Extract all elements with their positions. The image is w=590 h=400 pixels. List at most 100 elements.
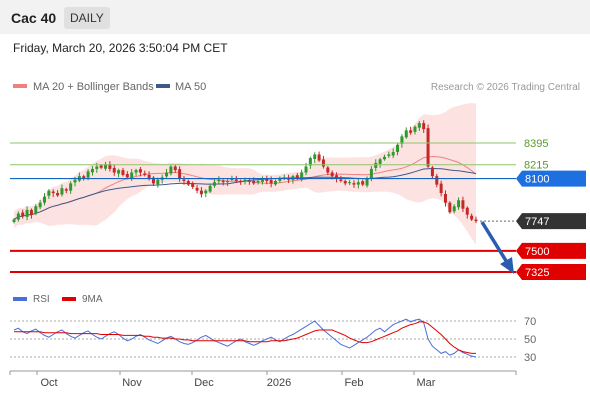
candle xyxy=(125,173,129,178)
x-tick-label: Oct xyxy=(40,377,57,389)
candle xyxy=(182,179,186,181)
rsi-panel: 70 50 30 xyxy=(10,316,536,364)
resistance-label: 8395 xyxy=(524,138,548,150)
rsi-tick-label: 30 xyxy=(524,352,536,364)
candle xyxy=(234,179,238,181)
instrument-title: Cac 40 xyxy=(11,10,57,26)
candle xyxy=(439,183,443,194)
candle xyxy=(108,164,112,169)
ma20-legend-label: MA 20 + Bollinger Bands xyxy=(33,81,154,93)
candle xyxy=(121,170,125,175)
candle xyxy=(221,180,225,183)
candle xyxy=(404,130,408,138)
candle xyxy=(382,156,386,160)
candle xyxy=(365,178,369,186)
candle xyxy=(247,180,251,182)
rsi-line xyxy=(13,318,477,358)
candle xyxy=(457,200,461,208)
candle xyxy=(43,196,47,203)
candle xyxy=(199,190,203,195)
candle xyxy=(369,168,373,179)
candle xyxy=(430,167,434,177)
candle xyxy=(278,178,282,181)
candle xyxy=(64,189,68,191)
candle xyxy=(134,170,138,173)
support-badge xyxy=(516,242,586,259)
candle xyxy=(335,175,339,179)
current-price-badge xyxy=(516,213,586,230)
candle xyxy=(60,188,64,195)
candle xyxy=(212,182,216,186)
candle xyxy=(239,180,243,183)
candle xyxy=(317,154,321,161)
candle xyxy=(356,182,360,185)
candle xyxy=(56,193,60,196)
candle xyxy=(352,183,356,185)
candle xyxy=(16,213,20,220)
candle xyxy=(73,179,77,183)
candle xyxy=(426,128,430,167)
candle xyxy=(217,179,221,182)
x-tick-label: Feb xyxy=(345,377,364,389)
candle xyxy=(387,154,391,156)
candle xyxy=(260,178,264,182)
pivot-badge xyxy=(516,170,586,187)
pivot-label: 8100 xyxy=(525,174,549,186)
candle xyxy=(256,180,260,183)
candle xyxy=(29,209,33,215)
candle xyxy=(86,171,90,178)
candle xyxy=(443,193,447,203)
candle xyxy=(339,179,343,181)
candle xyxy=(361,181,365,185)
bollinger-band xyxy=(14,103,476,245)
candle xyxy=(104,164,108,169)
candle xyxy=(12,219,16,222)
candle xyxy=(417,123,421,128)
ma20-legend-swatch xyxy=(13,84,27,88)
support-label: 7500 xyxy=(525,246,549,258)
candle xyxy=(138,169,142,173)
candle xyxy=(409,130,413,133)
candle xyxy=(413,126,417,132)
candle xyxy=(208,185,212,192)
candle xyxy=(204,190,208,194)
candle xyxy=(151,177,155,184)
resistance-label: 8215 xyxy=(524,160,548,172)
candle xyxy=(422,123,426,130)
support-label: 7325 xyxy=(525,267,549,279)
forecast-arrow xyxy=(480,221,510,265)
candle xyxy=(291,176,295,180)
candle xyxy=(230,178,234,181)
ma50-legend-label: MA 50 xyxy=(175,81,206,93)
candle xyxy=(470,215,474,220)
x-tick-label: 2026 xyxy=(267,377,291,389)
candle xyxy=(435,176,439,185)
candle xyxy=(117,170,121,174)
candle xyxy=(226,180,230,183)
current-price-label: 7747 xyxy=(525,216,549,228)
candle xyxy=(186,180,190,185)
candle xyxy=(69,183,73,191)
rsi-legend-label: RSI xyxy=(33,294,50,305)
candle xyxy=(143,173,147,175)
candle xyxy=(343,180,347,184)
rsi-legend-swatch xyxy=(13,297,27,301)
period-button[interactable]: DAILY xyxy=(64,7,110,29)
candle xyxy=(252,180,256,184)
copyright: Research © 2026 Trading Central xyxy=(431,82,580,93)
candle xyxy=(391,152,395,156)
candle xyxy=(21,212,25,216)
candle xyxy=(265,178,269,181)
candle xyxy=(348,182,352,184)
candle xyxy=(147,174,151,179)
candle xyxy=(295,175,299,179)
candle xyxy=(191,183,195,188)
candle xyxy=(396,144,400,153)
candle xyxy=(165,172,169,177)
candle xyxy=(47,190,51,196)
candle xyxy=(112,167,116,173)
support-badge xyxy=(516,264,586,280)
price-plot-area xyxy=(12,103,478,245)
ma50-legend-swatch xyxy=(156,84,170,88)
